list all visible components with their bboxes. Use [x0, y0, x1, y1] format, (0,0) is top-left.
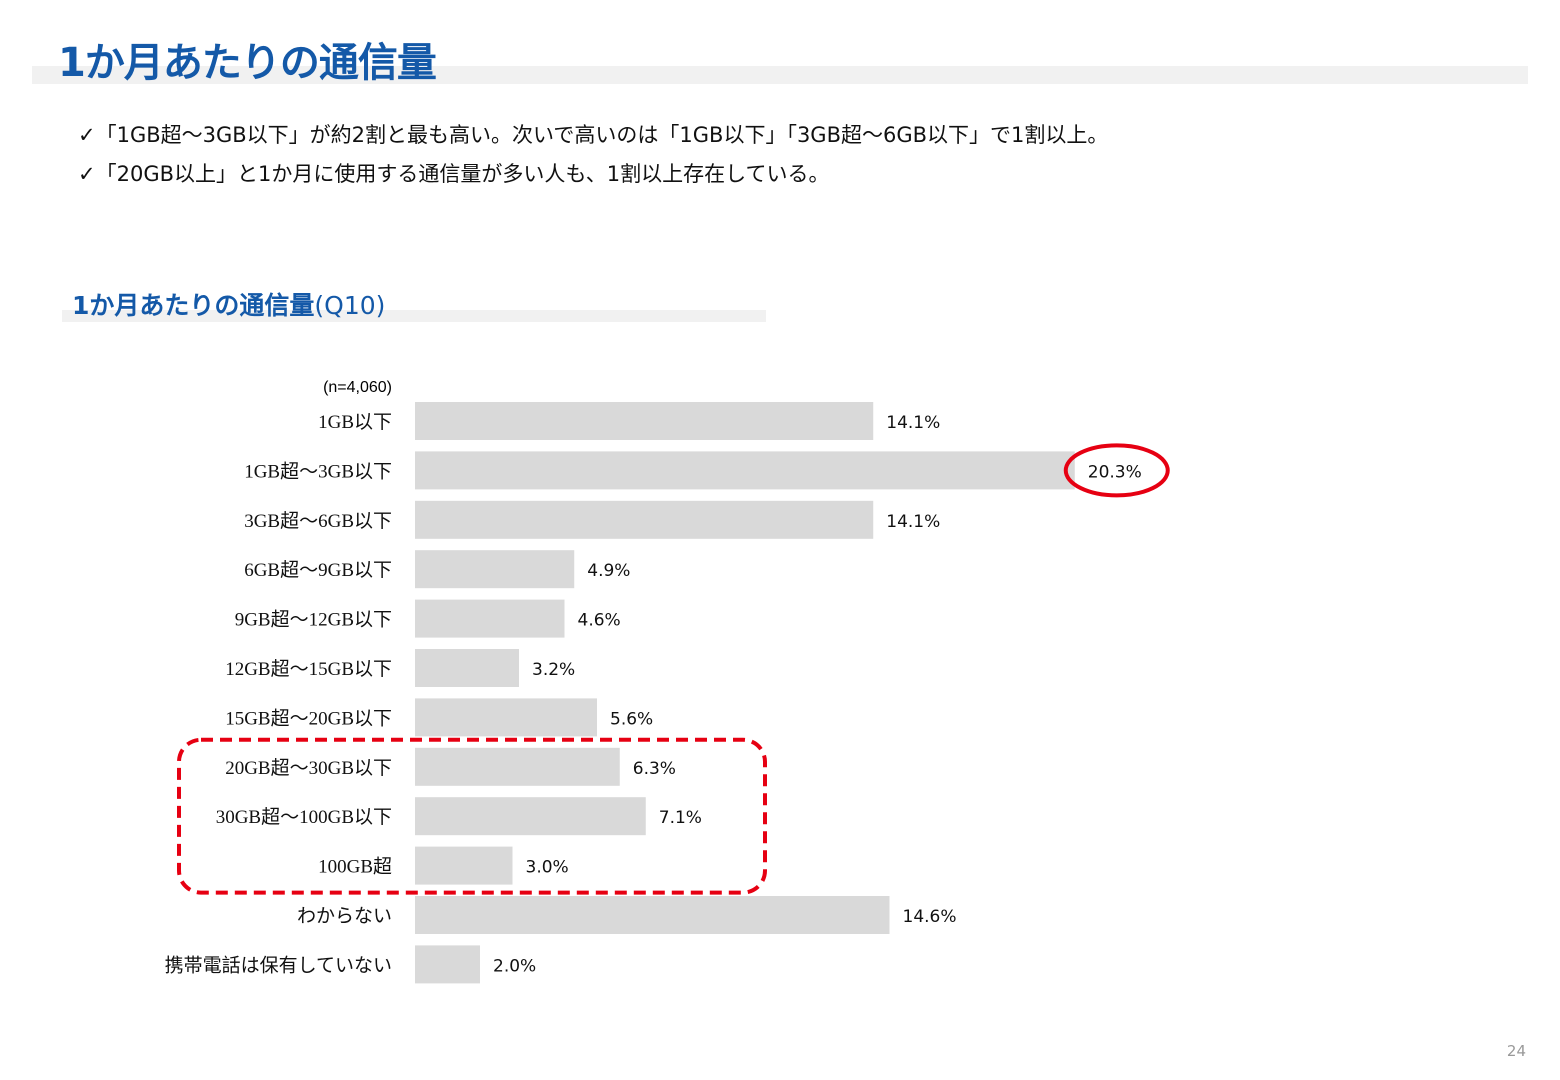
- value-label: 7.1%: [659, 808, 702, 828]
- chart-title-suffix: (Q10): [314, 291, 386, 320]
- category-label: 30GB超～100GB以下: [216, 806, 392, 828]
- chart-title-main: 1か月あたりの通信量: [72, 291, 315, 320]
- category-label: 1GB以下: [318, 412, 392, 433]
- category-label: 携帯電話は保有していない: [165, 954, 392, 976]
- bar: [415, 402, 874, 440]
- bar: [415, 451, 1075, 490]
- chart-title-band: [62, 310, 766, 322]
- value-label: 5.6%: [610, 709, 653, 729]
- bullet-item: ✓「20GB以上」と1か月に使用する通信量が多い人も、1割以上存在している。: [78, 162, 830, 186]
- value-label: 2.0%: [493, 956, 536, 976]
- bar: [415, 846, 513, 885]
- chart-title: 1か月あたりの通信量(Q10): [72, 286, 385, 322]
- category-label: 3GB超～6GB以下: [244, 510, 392, 532]
- bar: [415, 945, 480, 984]
- category-label: 15GB超～20GB以下: [225, 707, 392, 729]
- bullet-item: ✓「1GB超～3GB以下」が約2割と最も高い。次いで高いのは「1GB以下」「3G…: [78, 123, 1109, 147]
- value-label: 4.6%: [578, 611, 621, 631]
- category-label: 12GB超～15GB以下: [225, 658, 392, 680]
- title-band: [32, 66, 1528, 84]
- bar: [415, 550, 575, 589]
- category-label: 100GB超: [318, 856, 392, 878]
- bar: [415, 698, 597, 737]
- highlight-circle: [1063, 443, 1170, 498]
- value-label: 14.6%: [903, 907, 957, 927]
- bar: [415, 500, 874, 539]
- bar: [415, 747, 620, 786]
- value-label: 6.3%: [633, 759, 676, 779]
- category-label: 1GB超～3GB以下: [244, 460, 392, 482]
- page-number: 24: [1506, 1042, 1526, 1060]
- value-label: 3.0%: [526, 858, 569, 878]
- value-label: 3.2%: [532, 660, 575, 680]
- bar: [415, 599, 565, 638]
- category-label: わからない: [297, 906, 392, 927]
- category-label: 6GB超～9GB以下: [244, 559, 392, 581]
- category-label: 20GB超～30GB以下: [225, 757, 392, 779]
- page-title: 1か月あたりの通信量: [58, 40, 437, 86]
- category-label: 9GB超～12GB以下: [235, 609, 392, 631]
- bar: [415, 649, 519, 687]
- bullet-list: ✓「1GB超～3GB以下」が約2割と最も高い。次いで高いのは「1GB以下」「3G…: [78, 116, 1108, 194]
- sample-size-note: (n=4,060): [323, 379, 392, 396]
- value-label: 4.9%: [587, 561, 630, 581]
- value-label: 14.1%: [886, 512, 940, 532]
- bar: [415, 797, 646, 836]
- value-label: 14.1%: [886, 413, 940, 433]
- highlight-dashed-box: [177, 737, 767, 895]
- value-label: 20.3%: [1088, 462, 1142, 482]
- bar: [415, 896, 890, 934]
